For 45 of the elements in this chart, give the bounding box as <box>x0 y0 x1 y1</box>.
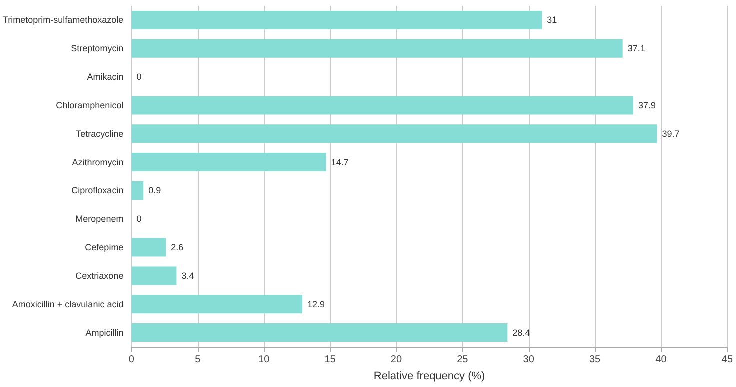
bar <box>132 10 542 30</box>
bar <box>132 124 658 144</box>
y-tick-label: Ciprofloxacin <box>72 186 124 196</box>
bar <box>132 324 508 342</box>
y-tick-label: Chloramphenicol <box>56 100 124 110</box>
data-label: 14.7 <box>331 157 349 168</box>
data-label: 0 <box>136 214 142 224</box>
y-tick-label: Cextriaxone <box>76 270 124 281</box>
x-tick-label: 30 <box>523 354 535 366</box>
x-tick-label: 10 <box>258 354 270 366</box>
data-label: 28.4 <box>512 328 530 338</box>
x-tick-label: 35 <box>589 354 602 366</box>
x-tick-label: 0 <box>128 354 135 366</box>
data-label: 3.4 <box>182 270 194 281</box>
x-tick-label: 5 <box>195 354 202 366</box>
bar <box>132 96 634 115</box>
data-label: 39.7 <box>662 128 680 139</box>
y-tick-label: Ampicillin <box>86 328 124 338</box>
y-tick-label: Trimetoprim-sulfamethoxazole <box>2 15 124 26</box>
x-tick-label: 45 <box>722 354 734 366</box>
x-tick-label: 15 <box>324 354 336 366</box>
bar <box>132 153 326 172</box>
x-tick-label: 40 <box>656 354 668 366</box>
data-label: 31 <box>547 15 558 26</box>
data-label: 12.9 <box>307 299 326 310</box>
bar <box>132 266 177 286</box>
data-label: 0 <box>136 72 142 82</box>
x-tick-label: 25 <box>457 354 469 366</box>
y-tick-label: Tetracycline <box>76 128 124 139</box>
y-tick-label: Cefepime <box>85 242 124 253</box>
bar <box>132 39 623 58</box>
data-label: 37.1 <box>628 44 646 54</box>
x-tick-label: 20 <box>390 354 402 366</box>
data-label: 2.6 <box>171 242 184 253</box>
y-tick-label: Amoxicillin + clavulanic acid <box>12 299 124 310</box>
y-tick-label: Amikacin <box>87 72 124 82</box>
y-tick-label: Azithromycin <box>72 157 124 168</box>
bar <box>132 238 166 257</box>
x-axis-title: Relative frequency (%) <box>374 370 486 382</box>
bar <box>132 295 302 314</box>
bar <box>132 181 144 200</box>
y-tick-label: Streptomycin <box>71 44 124 54</box>
y-tick-label: Meropenem <box>76 214 124 224</box>
data-label: 0.9 <box>148 186 162 196</box>
data-label: 37.9 <box>638 100 656 110</box>
